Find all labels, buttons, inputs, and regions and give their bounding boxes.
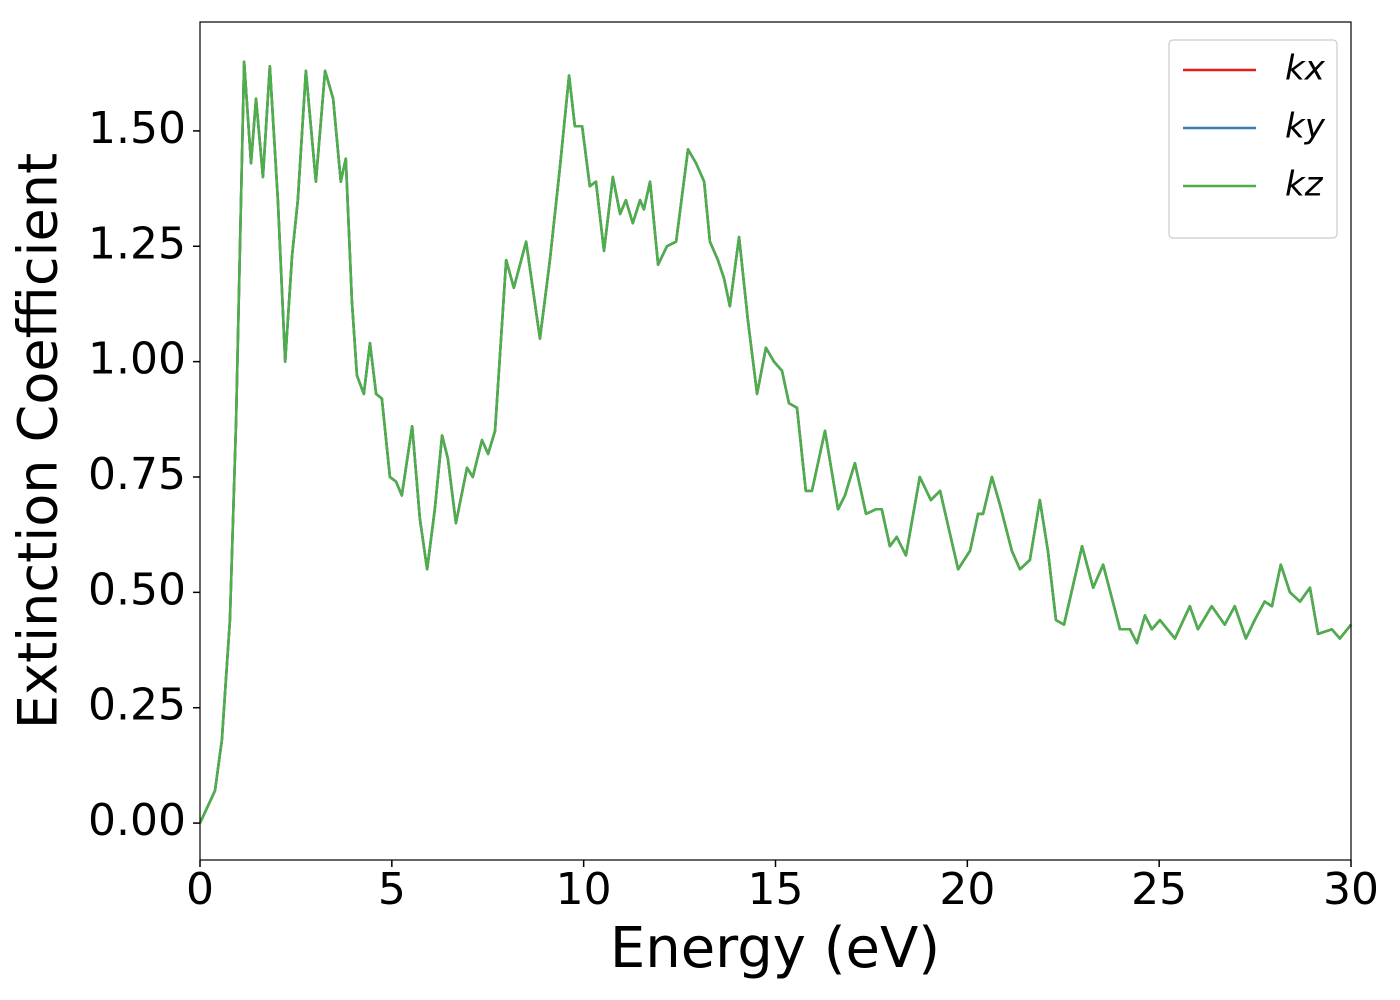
plot-frame — [199, 21, 1352, 861]
y-tick-label: 1.25 — [88, 218, 186, 269]
x-tick-label: 20 — [939, 864, 995, 915]
legend-label: kz — [1285, 165, 1324, 205]
x-tick-label: 15 — [748, 864, 804, 915]
x-tick-label: 25 — [1131, 864, 1187, 915]
y-tick-label: 1.00 — [88, 334, 186, 385]
y-tick-label: 0.00 — [88, 795, 186, 846]
data-line — [198, 60, 1352, 824]
y-tick-label: 0.50 — [88, 564, 186, 615]
legend-box — [1168, 39, 1338, 239]
y-tick-label: 0.25 — [88, 680, 186, 731]
x-tick-label: 0 — [186, 864, 214, 915]
x-tick-label: 30 — [1323, 864, 1379, 915]
x-tick-label: 10 — [556, 864, 612, 915]
legend-label: ky — [1285, 107, 1326, 147]
x-axis-label: Energy (eV) — [610, 916, 940, 981]
legend-label: kx — [1285, 49, 1326, 89]
y-tick-label: 0.75 — [88, 449, 186, 500]
y-tick-label: 1.50 — [88, 103, 186, 154]
y-axis-label: Extinction Coefficient — [7, 153, 70, 729]
x-tick-label: 5 — [378, 864, 406, 915]
